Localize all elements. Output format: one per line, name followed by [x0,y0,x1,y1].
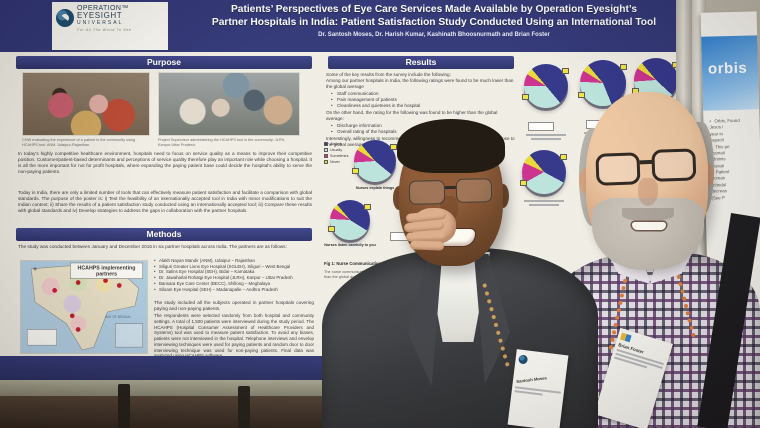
fig1-title: Fig 1: Nurse Communication [324,261,382,266]
poster-authors: Dr. Santosh Moses, Dr. Harish Kumar, Kas… [318,31,550,38]
results-bullet: Overall rating of the hospitals [331,129,516,135]
pie-caption-occluded [520,198,568,208]
logo-line2: EYESIGHT [77,11,123,21]
badge-name-left: Santosh Moses [516,375,548,384]
person-left-glasses [408,176,497,210]
poster-title-line2: Partner Hospitals in India: Patient Sati… [211,16,657,28]
compass-icon [33,266,38,271]
results-bullet: Discharge information [331,123,516,129]
pie-caption-occluded [522,132,570,142]
legend-label: Always [330,142,342,146]
purpose-photo-2 [158,72,300,136]
name-badge-left: Santosh Moses [507,349,569,428]
legend-swatch-never [324,160,328,164]
results-lower-list: Staff communication Pain management of p… [326,91,516,109]
map-title-line2: partners [96,272,117,278]
methods-intro: The study was conducted between January … [18,244,287,249]
badge-eye-logo-icon [518,354,529,365]
methods-paragraph-2: The respondents were selected randomly f… [154,313,314,358]
logo-text: OPERATION™ EYESIGHT UNIVERSAL For All Th… [77,5,131,47]
results-higher-label: On the other hand, the rating for the fo… [326,109,498,121]
map-title-line1: HCAHPS implementing [78,265,136,271]
purpose-photo-1 [22,72,150,136]
photo2-caption: Project Supervisor administering the HCA… [158,138,286,147]
partner-item: Dr. Salins Eye Hospital (SEH), Bidar – K… [154,269,314,275]
purpose-paragraph-2: Today in India, there are only a limited… [18,190,312,214]
display-ledge [0,380,400,398]
pie-chart-right-4 [520,150,567,194]
legend-label: Sometimes [330,154,349,158]
person-right-nose [638,178,658,206]
pie-chart-nurses-explain [352,140,397,182]
stand-leg [238,386,250,428]
person-left-hair [397,119,505,173]
hand-on-shoulder [403,206,462,252]
logo-line3: UNIVERSAL [77,19,124,26]
stand-leg [118,384,130,428]
photo1-caption: CHW evaluating the experience of a patie… [22,138,136,147]
pie-legend: Always Usually Sometimes Never [324,142,354,166]
logo-tagline: For All The World To See [77,27,132,32]
results-higher-list: Discharge information Overall rating of … [326,123,516,135]
partner-item: Dr. Jawaharlal Rohatgi Eye Hospital (JLR… [154,275,314,281]
methods-paragraph-1: The study included all the subjects oper… [154,300,314,312]
results-section-header: Results [328,56,514,69]
eye-logo-icon [56,9,74,27]
legend-label: Never [330,160,340,164]
logo-line1: OPERATION™ [77,5,129,12]
results-intro: Some of the key results from the survey … [326,72,451,77]
orbis-line: (See P [711,194,725,201]
orbis-line: Orbis, Found [709,117,755,125]
legend-swatch-usually [324,148,328,152]
benchmark-box [528,122,554,131]
partner-hospital-list: Alakh Nayan Mandir (ANM), Udaipur – Raja… [154,258,314,292]
partner-item: Bansara Eye Care Center (BECC), Shillong… [154,281,314,287]
legend-swatch-always [324,142,328,146]
legend-label: Usually [330,148,343,152]
map-pins [52,278,122,332]
partner-item: Alakh Nayan Mandir (ANM), Udaipur – Raja… [154,258,314,264]
operation-eyesight-logo: OPERATION™ EYESIGHT UNIVERSAL For All Th… [52,2,168,50]
poster-title: Patients’ Perspectives of Eye Care Servi… [176,4,692,38]
person-right-smile [632,222,666,230]
badge-logo-icon [620,332,632,343]
map-sea-label: BAY OF BENGAL [105,315,131,319]
pie-caption: Nurses explain things [355,186,395,190]
india-map: HCAHPS implementing partners BAY OF BENG… [20,260,148,354]
orbis-text-fragments: Orbis, Found Jesus i year in capacit Thi… [709,117,757,201]
poster-title-line1: Patients’ Perspectives of Eye Care Servi… [231,4,637,15]
purpose-paragraph-1: In today’s highly competitive healthcare… [18,151,312,175]
results-bullet: Cleanliness and quietness in the hospita… [331,103,516,109]
results-lower-label: Among our partner hospitals in India, th… [326,77,514,89]
results-bullet: Pain management of patients [331,97,516,103]
methods-section-header: Methods [16,228,312,241]
partner-item: Siliguri Greater Lions Eye Hospital (SGL… [154,264,314,270]
orbis-logo-text: orbis [707,59,748,78]
purpose-section-header: Purpose [16,56,312,69]
person-right-glasses [593,148,704,192]
orbis-line: This pe [710,143,756,151]
results-bullet: Staff communication [331,91,516,97]
person-right-mustache [622,208,674,221]
partner-item: Siloam Eye Hospital (SEH) – Madanapalle … [154,287,314,293]
legend-swatch-sometimes [324,154,328,158]
pie-chart-right-1 [522,64,569,108]
pie-caption: Nurses listen carefully to you [324,243,376,247]
orbis-line: Patient [711,168,757,176]
pie-chart-nurses-listen [328,200,371,240]
